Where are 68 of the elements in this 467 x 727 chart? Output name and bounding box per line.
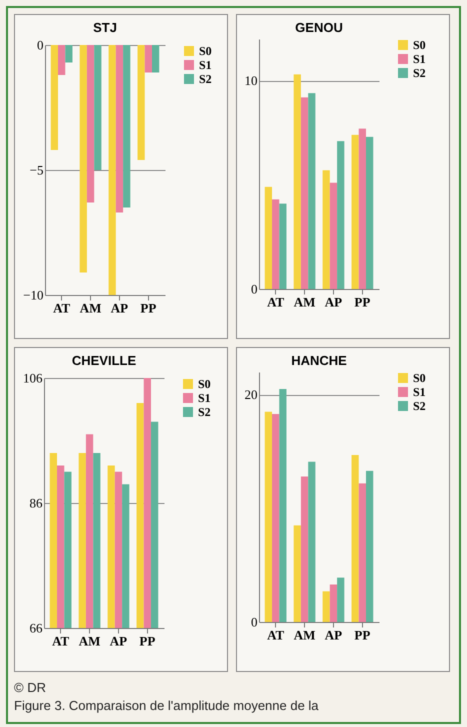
bar (308, 93, 316, 289)
text: © DR (14, 680, 47, 695)
bar (366, 470, 374, 622)
bar (279, 204, 286, 289)
y-tick-label: 0 (251, 614, 258, 630)
x-tick-label: AM (294, 294, 316, 310)
bar (352, 134, 359, 289)
chart-title: CHEVILLE (72, 353, 136, 368)
chart-title: STJ (93, 20, 117, 35)
x-tick-label: AP (110, 634, 128, 648)
y-tick-label: 106 (23, 370, 43, 386)
legend-label: S2 (198, 405, 211, 419)
legend-label: S2 (413, 399, 426, 413)
x-tick-label: AT (53, 300, 70, 316)
bar (294, 74, 301, 289)
bar (366, 136, 374, 289)
bar (352, 454, 359, 622)
y-tick-label: 10 (244, 73, 258, 88)
x-tick-label: AT (267, 294, 284, 310)
legend-label: S0 (198, 377, 211, 391)
legend-label: S1 (198, 391, 211, 405)
x-tick-label: PP (139, 634, 156, 648)
x-tick-label: AP (324, 628, 342, 642)
bar (322, 170, 330, 289)
y-tick-label: 86 (30, 496, 43, 510)
bar (272, 414, 280, 622)
legend-label: S0 (413, 371, 426, 385)
x-tick-label: AT (267, 628, 284, 642)
bar (300, 476, 308, 622)
bar (337, 141, 344, 289)
x-tick-label: AM (294, 628, 316, 642)
y-tick-label: 0 (37, 38, 44, 52)
y-tick-label: 0 (251, 282, 258, 296)
x-tick-label: AP (110, 300, 128, 316)
legend-label: S0 (413, 38, 426, 52)
bar (294, 525, 301, 622)
x-tick-label: AM (80, 300, 102, 316)
legend-label: S1 (413, 385, 426, 399)
bar (322, 591, 330, 622)
x-tick-label: AP (324, 294, 342, 310)
bar (272, 199, 280, 289)
y-tick-label: 66 (30, 620, 43, 636)
caption: Figure 3. Comparaison de l'amplitude moyenne de la (14, 698, 320, 713)
bar (330, 584, 338, 622)
bar (300, 97, 308, 289)
chart-title: GENOU (295, 20, 343, 35)
legend-label: S2 (413, 66, 426, 80)
chart-title: HANCHE (291, 353, 348, 368)
y-tick-label: −5 (30, 162, 44, 178)
bar (279, 389, 286, 622)
bar (308, 462, 316, 622)
y-tick-label: 20 (244, 387, 258, 402)
bar (330, 182, 338, 289)
x-tick-label: PP (140, 300, 156, 316)
x-tick-label: PP (354, 628, 370, 642)
x-tick-label: AT (52, 634, 70, 648)
x-tick-label: AM (78, 634, 100, 648)
x-tick-label: PP (354, 294, 370, 310)
y-tick-label: −10 (23, 288, 44, 302)
bar (358, 483, 366, 622)
bar (264, 412, 272, 622)
legend-label: S1 (413, 52, 426, 66)
legend-label: S0 (199, 44, 212, 58)
bar (264, 186, 272, 289)
legend-label: S1 (199, 58, 212, 72)
bar (337, 578, 344, 622)
legend-label: S2 (199, 72, 212, 86)
bar (358, 128, 366, 289)
